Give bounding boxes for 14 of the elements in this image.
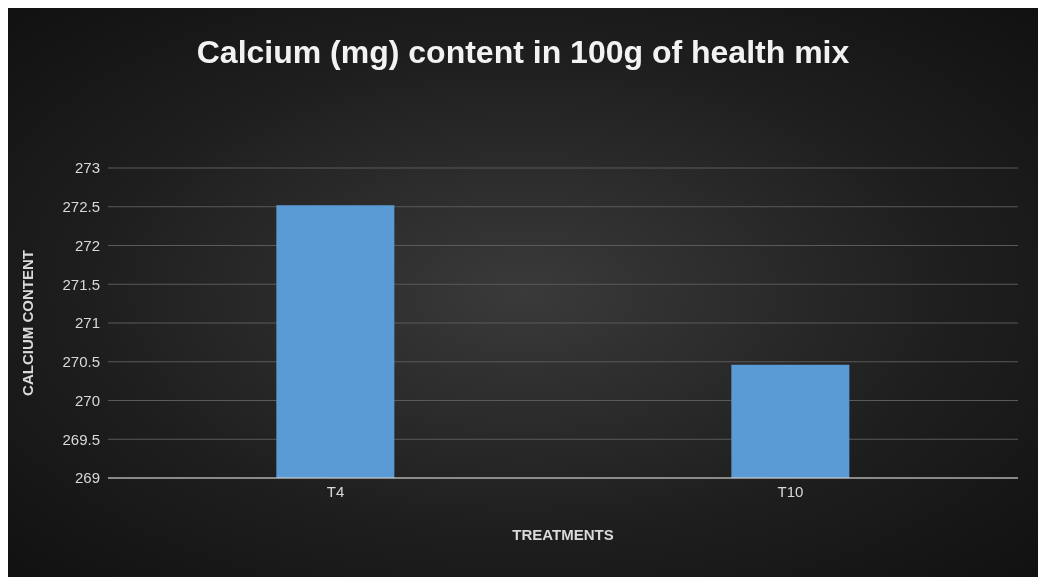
y-tick-label: 272.5 (62, 198, 100, 216)
x-tick-label: T4 (326, 482, 345, 500)
y-axis-title: CALCIUM CONTENT (19, 250, 37, 396)
y-tick-label: 273 (74, 159, 100, 177)
y-tick-label: 271 (74, 314, 100, 332)
x-tick-label: T10 (777, 482, 804, 500)
y-tick-label: 270.5 (62, 353, 100, 371)
x-axis-title: TREATMENTS (512, 526, 614, 543)
y-tick-label: 271.5 (62, 275, 100, 293)
y-tick-label: 269.5 (62, 430, 100, 448)
chart-title: Calcium (mg) content in 100g of health mix (195, 33, 851, 72)
y-tick-label: 269 (74, 469, 100, 487)
y-tick-label: 270 (74, 391, 100, 409)
y-tick-label: 272 (74, 236, 100, 254)
